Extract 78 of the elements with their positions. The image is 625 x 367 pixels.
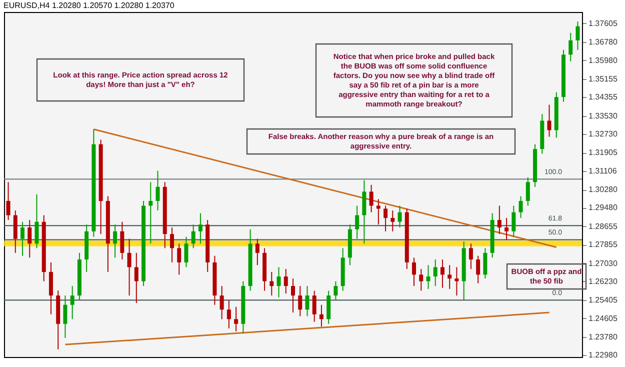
candlestick <box>184 236 188 268</box>
candlestick <box>568 32 573 62</box>
candlestick <box>120 221 124 260</box>
y-tick-label: 1.28655 <box>588 222 618 231</box>
candlestick <box>390 210 395 232</box>
candlestick <box>270 271 274 296</box>
candlestick <box>504 217 509 240</box>
candlestick <box>28 220 32 258</box>
y-tick-label: 1.27030 <box>588 258 618 268</box>
candlestick <box>113 224 118 258</box>
y-tick-label: 1.31106 <box>588 166 618 176</box>
candlestick <box>312 290 316 322</box>
candlestick <box>483 248 488 280</box>
candlestick <box>34 194 39 249</box>
y-tick-label: 1.37605 <box>588 18 618 28</box>
y-tick-label: 1.30280 <box>588 185 618 194</box>
candlestick <box>376 198 380 226</box>
y-tick-label: 1.33530 <box>588 111 618 120</box>
candlestick <box>276 266 281 298</box>
candlestick <box>426 264 430 290</box>
candlestick <box>454 266 459 296</box>
candlestick <box>191 224 196 249</box>
candlestick <box>255 238 260 266</box>
candlestick <box>334 280 338 301</box>
y-tick-label: 1.35980 <box>588 56 618 65</box>
y-tick-label: 1.26230 <box>588 276 618 286</box>
candlestick <box>448 264 452 290</box>
y-tick-label: 1.34355 <box>588 92 618 102</box>
candlestick <box>70 286 74 320</box>
candlestick <box>20 221 25 256</box>
candlestick <box>134 252 138 304</box>
candlestick <box>526 176 530 206</box>
candlestick <box>63 295 68 338</box>
candlestick <box>156 170 160 211</box>
y-tick-label: 1.29480 <box>588 203 618 212</box>
y-tick-label: 1.36780 <box>588 38 618 47</box>
y-tick-label: 1.31905 <box>588 148 618 158</box>
candlestick <box>226 300 231 329</box>
candlestick <box>305 286 310 317</box>
candlestick <box>170 226 174 263</box>
candlestick <box>355 205 360 240</box>
y-tick-label: 1.27855 <box>588 240 618 250</box>
candlestick <box>497 205 502 235</box>
candlestick <box>576 21 580 50</box>
candlestick <box>369 184 374 213</box>
y-tick-label: 1.32730 <box>588 130 618 139</box>
candlestick <box>13 210 18 254</box>
y-tick-label: 1.24605 <box>588 314 618 323</box>
candlestick <box>547 104 552 138</box>
candlestick <box>468 243 473 270</box>
candlestick <box>298 286 302 317</box>
candlestick <box>440 258 444 288</box>
candlestick <box>198 212 202 244</box>
candlestick <box>220 286 224 320</box>
candlestick <box>419 268 424 292</box>
candlestick <box>127 238 132 296</box>
candlestick <box>284 268 288 294</box>
candlestick <box>476 255 480 284</box>
y-tick-label: 1.25405 <box>588 296 618 305</box>
chart-title: EURUSD,H4 1.20280 1.20570 1.20280 1.20370 <box>4 1 175 10</box>
y-tick-label: 1.35155 <box>588 74 618 84</box>
candlestick <box>412 257 416 287</box>
candlestick <box>384 205 388 232</box>
candlestick <box>362 180 366 244</box>
y-tick-label: 1.22980 <box>588 350 618 360</box>
candlestick <box>48 262 53 315</box>
candlestick <box>326 290 331 324</box>
candlestick <box>148 182 153 244</box>
candlestick <box>6 182 10 220</box>
candlestick <box>518 196 523 218</box>
candlestick <box>319 304 324 328</box>
candlestick <box>398 205 402 228</box>
y-tick-label: 1.23780 <box>588 332 618 342</box>
candlestick <box>234 306 238 332</box>
candlestick <box>433 258 438 287</box>
candlestick <box>177 243 182 276</box>
candlestick <box>512 205 516 238</box>
candlestick <box>291 278 295 314</box>
